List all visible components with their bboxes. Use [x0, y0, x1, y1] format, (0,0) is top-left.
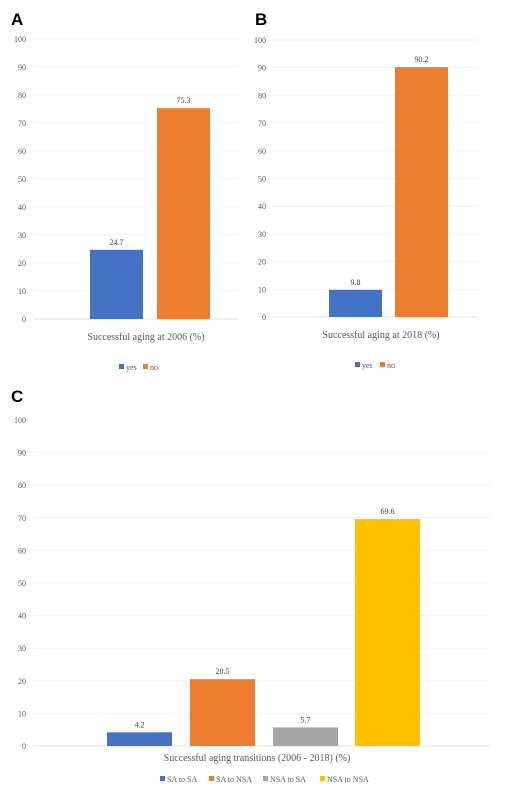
- chart-a-ytick-label-0: 0: [22, 315, 26, 324]
- chart-a-legend-swatch-0: [119, 364, 124, 369]
- chart-a-ytick-label-100: 100: [14, 35, 26, 44]
- chart-a-ytick-label-10: 10: [18, 287, 26, 296]
- chart-c-ytick-label-60: 60: [18, 546, 26, 555]
- chart-a-ytick-label-30: 30: [18, 231, 26, 240]
- chart-b-legend-label-0: yes: [362, 361, 373, 370]
- chart-b-ytick-label-10: 10: [258, 285, 266, 294]
- chart-a-ytick-label-50: 50: [18, 175, 26, 184]
- chart-c-legend-label-0: SA to SA: [167, 775, 197, 784]
- chart-a-bar-1: [157, 108, 210, 319]
- chart-b-ytick-label-50: 50: [258, 175, 266, 184]
- chart-a-ytick-label-60: 60: [18, 147, 26, 156]
- chart-b-bar-1: [395, 67, 448, 317]
- chart-c-ytick-label-20: 20: [18, 677, 26, 686]
- chart-c-data-label-3: 69.6: [381, 507, 395, 516]
- chart-b-ytick-label-70: 70: [258, 119, 266, 128]
- chart-c-ytick-label-50: 50: [18, 579, 26, 588]
- chart-b-ytick-label-90: 90: [258, 64, 266, 73]
- chart-b-ytick-label-20: 20: [258, 258, 266, 267]
- chart-b-ytick-label-0: 0: [262, 313, 266, 322]
- panel-letter-a: A: [11, 10, 24, 29]
- chart-c-bar-2: [273, 727, 338, 746]
- chart-a-bar-0: [90, 249, 143, 319]
- chart-c-ytick-label-70: 70: [18, 514, 26, 523]
- chart-c-xaxis-label: Successful aging transitions (2006 - 201…: [164, 753, 351, 764]
- chart-c-legend-label-2: NSA to SA: [270, 775, 306, 784]
- chart-c-legend-swatch-3: [320, 776, 325, 781]
- chart-c-ytick-label-30: 30: [18, 644, 26, 653]
- chart-a-xaxis-label: Successful aging at 2006 (%): [87, 332, 204, 343]
- chart-c-ytick-label-100: 100: [14, 416, 26, 425]
- chart-b-ytick-label-60: 60: [258, 147, 266, 156]
- chart-a-data-label-0: 24.7: [110, 238, 124, 247]
- chart-c-bar-0: [107, 732, 172, 746]
- chart-c-data-label-2: 5.7: [301, 715, 311, 724]
- chart-a-ytick-label-90: 90: [18, 63, 26, 72]
- chart-b-ytick-label-30: 30: [258, 230, 266, 239]
- chart-b-legend-swatch-0: [355, 362, 360, 367]
- chart-c-legend-swatch-2: [263, 776, 268, 781]
- chart-a-legend-label-1: no: [150, 363, 158, 372]
- chart-c-legend-swatch-1: [209, 776, 214, 781]
- chart-b-xaxis-label: Successful aging at 2018 (%): [322, 330, 439, 341]
- chart-a-ytick-label-20: 20: [18, 259, 26, 268]
- chart-b-ytick-label-100: 100: [254, 36, 266, 45]
- chart-c-data-label-1: 20.5: [216, 667, 230, 676]
- chart-c-legend-label-1: SA to NSA: [216, 775, 252, 784]
- chart-b-ytick-label-40: 40: [258, 202, 266, 211]
- chart-c-bar-1: [190, 679, 255, 746]
- panel-letter-b: B: [255, 10, 268, 29]
- chart-b-bar-0: [329, 289, 382, 317]
- chart-c-bar-3: [355, 519, 420, 746]
- chart-c-legend-label-3: NSA to NSA: [327, 775, 369, 784]
- chart-c-ytick-label-80: 80: [18, 481, 26, 490]
- chart-c-ytick-label-90: 90: [18, 449, 26, 458]
- chart-a-legend-label-0: yes: [126, 363, 137, 372]
- chart-c-legend-swatch-0: [160, 776, 165, 781]
- chart-b-legend-label-1: no: [387, 361, 395, 370]
- chart-c-ytick-label-10: 10: [18, 709, 26, 718]
- chart-b-legend-swatch-1: [380, 362, 385, 367]
- chart-c-ytick-label-40: 40: [18, 612, 26, 621]
- chart-a-legend-swatch-1: [143, 364, 148, 369]
- chart-a-data-label-1: 75.3: [177, 96, 191, 105]
- chart-c-data-label-0: 4.2: [135, 720, 145, 729]
- chart-b-data-label-0: 9.8: [351, 278, 361, 287]
- panel-letter-c: C: [11, 387, 24, 406]
- chart-a-ytick-label-70: 70: [18, 119, 26, 128]
- chart-c-ytick-label-0: 0: [22, 742, 26, 751]
- chart-a-ytick-label-40: 40: [18, 203, 26, 212]
- chart-b-data-label-1: 90.2: [415, 55, 429, 64]
- chart-a-ytick-label-80: 80: [18, 91, 26, 100]
- chart-b-ytick-label-80: 80: [258, 91, 266, 100]
